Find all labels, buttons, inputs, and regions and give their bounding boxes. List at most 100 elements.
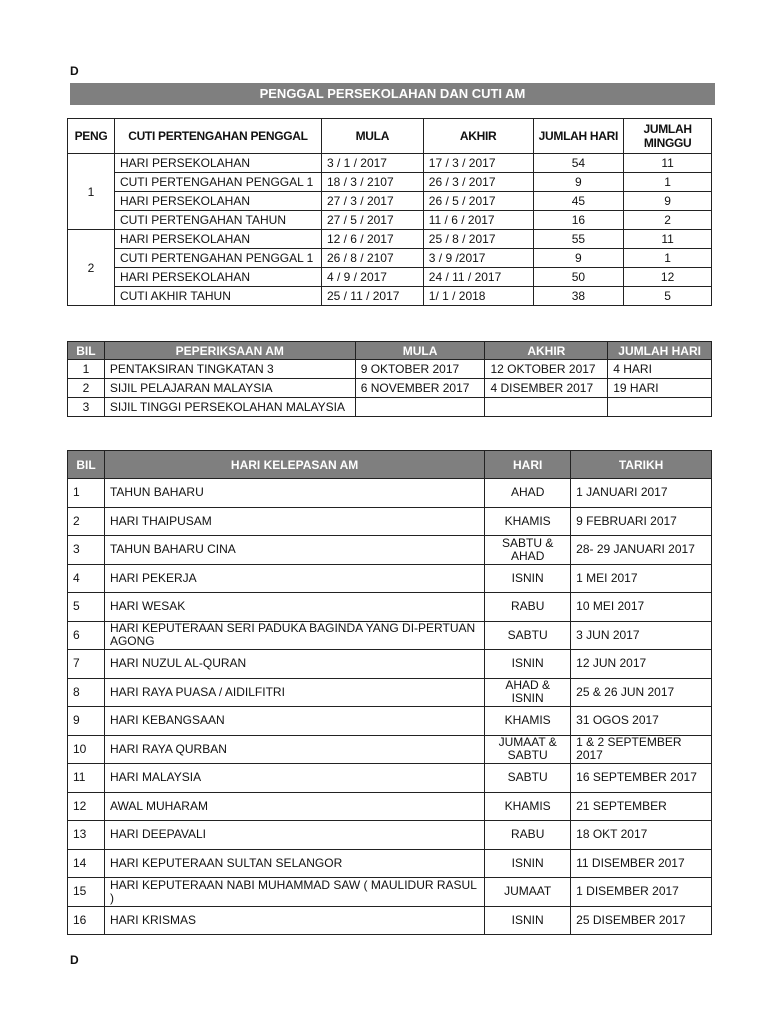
table-row: 6 HARI KEPUTERAAN SERI PADUKA BAGINDA YAN…	[67, 620, 712, 650]
table-cell: 3	[67, 397, 105, 417]
column-header: JUMLAH HARI	[607, 341, 712, 360]
table-row: 10 HARI RAYA QURBAN JUMAAT & SABTU 1 & 2 SE…	[67, 734, 712, 764]
table-cell: 12 JUN 2017	[570, 649, 712, 679]
table-cell: 15	[67, 877, 105, 907]
column-header: JUMLAH HARI	[532, 118, 625, 154]
table-cell: 3 / 1 / 2017	[320, 153, 424, 173]
table-cell: ISNIN	[484, 649, 572, 679]
table-cell: 4 HARI	[607, 359, 712, 379]
column-header: HARI KELEPASAN AM	[103, 450, 486, 479]
table-cell: 12	[623, 267, 712, 287]
table-cell: HARI KRISMAS	[103, 905, 486, 935]
column-header: BIL	[67, 341, 105, 360]
table-cell: HARI PERSEKOLAHAN	[113, 267, 322, 287]
table-cell: 9 FEBRUARI 2017	[570, 506, 712, 536]
table-cell: 9	[67, 706, 105, 736]
table-row: CUTI PERTENGAHAN TAHUN 27 / 5 / 2017 11 / …	[68, 210, 712, 230]
table-cell: 13	[67, 820, 105, 850]
table-cell: HARI PERSEKOLAHAN	[113, 229, 322, 249]
table-cell: 14	[67, 848, 105, 878]
table-cell: KHAMIS	[484, 706, 572, 736]
table-cell: 11	[623, 229, 712, 249]
table-cell: 1/ 1 / 2018	[422, 286, 534, 306]
table-cell: HARI RAYA QURBAN	[103, 734, 486, 764]
table-cell: 1 MEI 2017	[570, 563, 712, 593]
table-cell: CUTI AKHIR TAHUN	[113, 286, 322, 306]
table-cell: ISNIN	[484, 563, 572, 593]
table-cell: 12	[67, 791, 105, 821]
column-header: CUTI PERTENGAHAN PENGGAL	[113, 118, 322, 154]
table-cell: 27 / 3 / 2017	[320, 191, 424, 211]
table-cell: HARI PEKERJA	[103, 563, 486, 593]
table-cell: 4 DISEMBER 2017	[484, 378, 609, 398]
table-cell: 12 OKTOBER 2017	[484, 359, 609, 379]
table-cell: 11	[623, 153, 712, 173]
table-cell: 10	[67, 734, 105, 764]
table-cell: HARI MALAYSIA	[103, 763, 486, 793]
column-header: PENG	[67, 118, 115, 154]
table-cell: 10 MEI 2017	[570, 592, 712, 622]
table-cell: TAHUN BAHARU CINA	[103, 535, 486, 565]
table-cell: AHAD	[484, 478, 572, 508]
table-cell: 1	[67, 478, 105, 508]
table-row: 15 HARI KEPUTERAAN NABI MUHAMMAD SAW ( MA…	[67, 877, 712, 907]
table-cell: 3 JUN 2017	[570, 620, 712, 650]
table-cell: CUTI PERTENGAHAN PENGGAL 1	[113, 248, 322, 268]
table-cell: JUMAAT & SABTU	[484, 734, 572, 764]
table-row: 9 HARI KEBANGSAAN KHAMIS 31 OGOS 2017	[67, 706, 712, 736]
table-row: HARI PERSEKOLAHAN 27 / 3 / 2017 26 / 5 / 2…	[68, 191, 712, 211]
table-cell: 16	[532, 210, 625, 230]
table-cell	[484, 397, 609, 417]
table-cell: KHAMIS	[484, 791, 572, 821]
table-row: 3 SIJIL TINGGI PERSEKOLAHAN MALAYSIA	[67, 397, 712, 417]
table-cell: 17 / 3 / 2017	[422, 153, 534, 173]
table-cell: 21 SEPTEMBER	[570, 791, 712, 821]
penggal-number: 2	[67, 229, 115, 306]
table-cell: KHAMIS	[484, 506, 572, 536]
table-cell: 9 OKTOBER 2017	[354, 359, 486, 379]
table-cell: 26 / 3 / 2017	[422, 172, 534, 192]
column-header: JUMLAH MINGGU	[623, 118, 712, 154]
table-cell: 9	[623, 191, 712, 211]
table-row: 7 HARI NUZUL AL-QURAN ISNIN 12 JUN 2017	[67, 649, 712, 679]
table-row: 1 TAHUN BAHARU AHAD 1 JANUARI 2017	[67, 478, 712, 508]
table-cell: HARI PERSEKOLAHAN	[113, 153, 322, 173]
table-row: 1 HARI PERSEKOLAHAN 3 / 1 / 2017 17 / 3 / 2…	[67, 153, 712, 230]
table-cell: 54	[532, 153, 625, 173]
table-cell: HARI THAIPUSAM	[103, 506, 486, 536]
column-header: MULA	[320, 118, 424, 154]
table-cell: SABTU	[484, 620, 572, 650]
section-marker-bottom: D	[70, 953, 79, 967]
table-row: 2 HARI PERSEKOLAHAN 12 / 6 / 2017 25 / 8 / …	[67, 229, 712, 306]
table-cell: 6 NOVEMBER 2017	[354, 378, 486, 398]
column-header: HARI	[484, 450, 572, 479]
table-cell: 18 / 3 / 2107	[320, 172, 424, 192]
table-cell: HARI KEPUTERAAN NABI MUHAMMAD SAW ( MAUL…	[103, 877, 486, 907]
column-header: TARIKH	[570, 450, 712, 479]
table-cell: 31 OGOS 2017	[570, 706, 712, 736]
table-cell: 11 DISEMBER 2017	[570, 848, 712, 878]
table-cell: SABTU & AHAD	[484, 535, 572, 565]
table-cell: 27 / 5 / 2017	[320, 210, 424, 230]
column-header: AKHIR	[484, 341, 609, 360]
table-cell: 11 / 6 / 2017	[422, 210, 534, 230]
table-cell: 2	[67, 506, 105, 536]
table-cell	[354, 397, 486, 417]
table-cell: PENTAKSIRAN TINGKATAN 3	[103, 359, 356, 379]
table-row: 4 HARI PEKERJA ISNIN 1 MEI 2017	[67, 563, 712, 593]
table-cell: CUTI PERTENGAHAN PENGGAL 1	[113, 172, 322, 192]
table-cell: 9	[532, 172, 625, 192]
table-cell: RABU	[484, 820, 572, 850]
table-cell: ISNIN	[484, 905, 572, 935]
table-cell: RABU	[484, 592, 572, 622]
table-cell: SABTU	[484, 763, 572, 793]
table-cell: HARI WESAK	[103, 592, 486, 622]
table-cell: 16 SEPTEMBER 2017	[570, 763, 712, 793]
table-cell: HARI RAYA PUASA / AIDILFITRI	[103, 677, 486, 707]
table-cell: 1 JANUARI 2017	[570, 478, 712, 508]
table-row: CUTI PERTENGAHAN PENGGAL 1 26 / 8 / 2107 3…	[68, 248, 712, 268]
table-cell: 1	[623, 172, 712, 192]
table-cell: 18 OKT 2017	[570, 820, 712, 850]
table-cell: 16	[67, 905, 105, 935]
table-cell: HARI DEEPAVALI	[103, 820, 486, 850]
